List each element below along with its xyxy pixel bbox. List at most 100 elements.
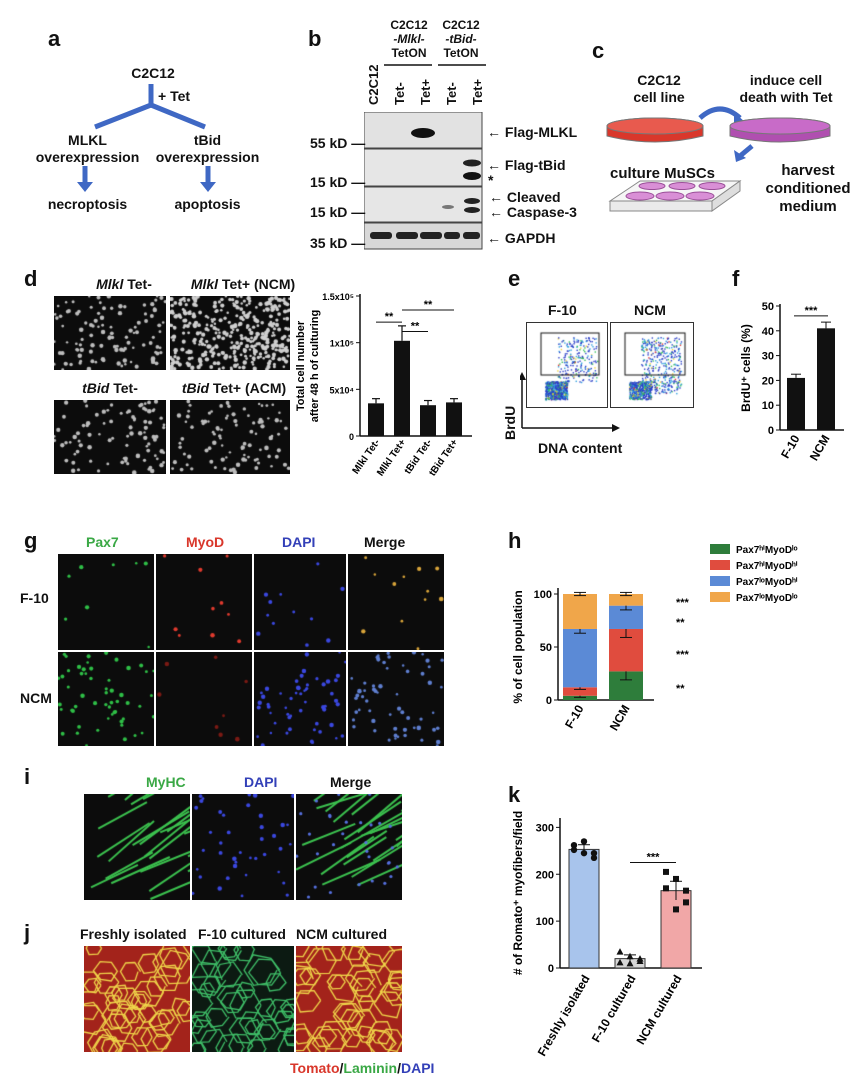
h-sig-label: *** [676,649,690,661]
j-stain-legend: Tomato/Laminin/DAPI [290,1060,435,1076]
panel-a-root: C2C12 [131,65,175,81]
panel-a-label: a [48,26,61,51]
marker-55kd: 55 kD — [310,135,366,151]
f-ytick-label: 10 [762,400,774,412]
micrograph-mlkl-tet-plus [170,296,290,370]
lane-label-tet-minus-2: Tet- [444,82,459,105]
d-bar [394,340,410,436]
f-x-label: NCM [807,432,833,463]
h-legend-label: Pax7ʰⁱMyoDˡᵒ [736,544,798,556]
g-ncm-pax7 [58,652,154,746]
flow-gate-f10: F-10 [548,302,577,318]
h-bar-segment [609,605,643,629]
k-ytick-label: 0 [548,963,554,975]
panel-a-right-node: tBid overexpression [155,132,260,165]
k-point [626,952,634,960]
h-bar-segment [563,628,597,688]
panel-a-diagram [77,84,216,192]
panel-k-label: k [508,782,521,807]
h-legend-label: Pax7ˡᵒMyoDˡᵒ [736,593,798,604]
j-f10 [192,946,294,1052]
g-f10-dapi [254,554,346,650]
j-ncm [296,946,402,1052]
f-bar [787,377,805,430]
f-ytick-label: 0 [768,425,774,437]
j-title-f10: F-10 cultured [198,926,286,942]
k-point [673,875,679,882]
j-title-ncm: NCM cultured [296,926,387,942]
h-x-label: NCM [607,702,633,733]
h-legend-label: Pax7ˡᵒMyoDʰⁱ [736,576,798,588]
d-bar [420,405,436,436]
g-ncm-merge [348,652,444,746]
channel-dapi: DAPI [282,534,316,550]
d-ytick-label: 0 [349,432,354,442]
k-ytick-label: 300 [536,822,554,834]
f-ylabel: BrdU⁺ cells (%) [739,324,753,412]
band-flag-mlkl: ← Flag-MLKL [487,124,578,140]
flow-axes [520,372,620,432]
band-caspase3: ← Caspase-3 [489,204,577,220]
d-ylabel-2: after 48 h of culturing [309,310,321,422]
g-ncm-dapi [254,652,346,746]
j-title-fresh: Freshly isolated [80,926,187,942]
k-point [636,955,644,962]
g-f10-merge [348,554,444,650]
panel-c-label: c [592,38,605,63]
k-point [673,906,679,913]
h-bar-segment [563,695,597,700]
panel-d-label: d [24,266,38,291]
i-myhc [84,794,190,900]
channel-myhc: MyHC [146,774,186,790]
panel-e-label: e [508,266,521,291]
d-ytick-label: 1x10⁵ [330,339,354,349]
panel-d-title-1: Mlkl Tet+ (NCM) [190,276,296,292]
channel-pax7: Pax7 [86,534,119,550]
h-ylabel: % of cell population [511,590,525,703]
panel-c-diagram [606,106,831,212]
row-f10: F-10 [20,590,49,606]
row-ncm: NCM [20,690,52,706]
chart-h-legend: Pax7ʰⁱMyoDˡᵒ Pax7ʰⁱMyoDʰⁱ Pax7ˡᵒMyoDʰⁱ Pax7… [710,544,798,604]
flow-plot-ncm [610,322,694,408]
panel-c-harvest: harvest conditioned medium [765,162,851,215]
h-legend-swatch [710,576,730,586]
k-point [626,959,634,967]
panel-a-right-outcome: apoptosis [174,196,241,212]
lane-label-tet-minus-1: Tet- [392,82,407,105]
h-x-label: F-10 [562,702,587,731]
h-ytick-label: 100 [534,589,552,601]
flow-xlabel: DNA content [538,440,623,456]
band-flag-tbid: ← Flag-tBid [487,157,566,173]
h-sig-label: *** [676,597,690,609]
panel-h-label: h [508,528,522,553]
h-bar-segment [563,687,597,696]
panel-i-label: i [24,764,31,789]
band-star: * [488,172,494,188]
panel-c-culture: culture MuSCs [610,165,716,182]
k-point [663,868,669,875]
d-bar [446,402,462,436]
lane-label-tet-plus-1: Tet+ [418,78,433,105]
k-point [616,948,624,955]
d-ytick-label: 1.5x10⁵ [322,292,354,302]
flow-plot-f10 [526,322,608,408]
f-ytick-label: 30 [762,351,774,363]
d-sig-label: ** [424,299,433,311]
d-sig-label: ** [385,311,394,323]
k-point [570,846,578,854]
i-dapi [192,794,294,900]
micrograph-mlkl-tet-minus [54,296,166,370]
g-f10-myod [156,554,252,650]
k-ylabel: # of Romato⁺ myofibers/field [511,811,525,975]
h-bar-segment [563,594,597,629]
panel-a-left-node: MLKL overexpression [35,132,140,165]
g-f10-pax7 [58,554,154,650]
d-ylabel-1: Total cell number [295,320,307,411]
k-sig-label: *** [647,852,661,864]
k-ytick-label: 200 [536,869,554,881]
panel-c-induce: induce cell death with Tet [739,72,833,105]
panel-c-cell-line: C2C12 cell line [633,72,685,105]
lane-label-c2c12: C2C12 [366,64,381,105]
